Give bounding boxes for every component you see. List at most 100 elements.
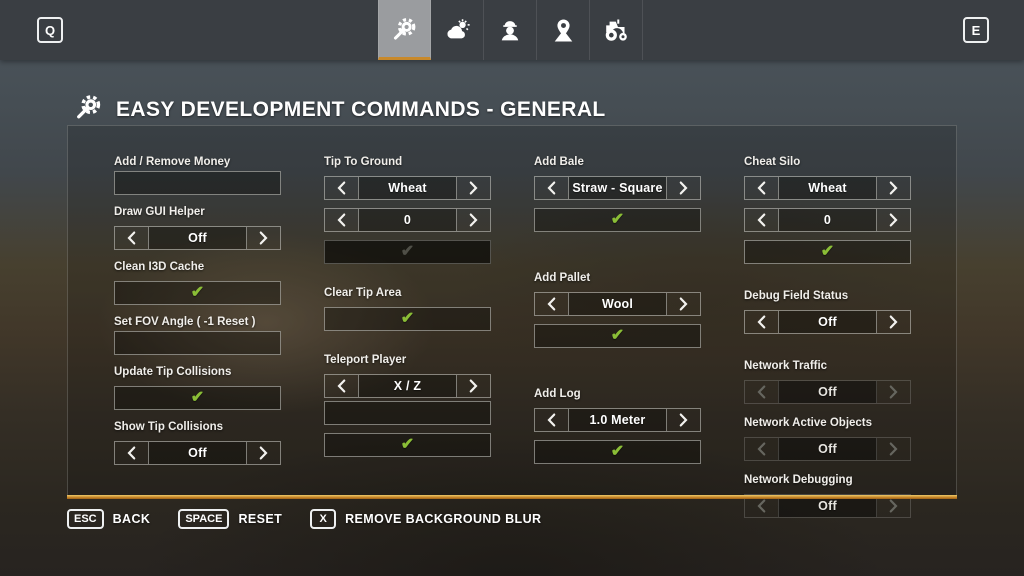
- chevron-left-icon[interactable]: [325, 177, 358, 199]
- checkmark-icon: ✔: [400, 310, 415, 327]
- tab-vehicles[interactable]: [590, 0, 643, 60]
- chevron-right-icon[interactable]: [247, 442, 280, 464]
- chevron-right-icon[interactable]: [877, 177, 910, 199]
- setting-label: Add Log: [534, 388, 581, 400]
- chevron-right-icon[interactable]: [457, 209, 490, 231]
- setting-label: Update Tip Collisions: [114, 366, 232, 378]
- confirm-button[interactable]: ✔: [744, 240, 911, 264]
- hint-back[interactable]: ESC BACK: [67, 509, 150, 529]
- weather-icon: [444, 17, 471, 44]
- chevron-left-icon[interactable]: [535, 293, 568, 315]
- value-selector: 0: [744, 208, 911, 232]
- hint-remove-background-blur[interactable]: X REMOVE BACKGROUND BLUR: [310, 509, 541, 529]
- selected-value: Off: [148, 227, 247, 249]
- gear-wrench-icon: [392, 16, 418, 42]
- chevron-left-icon[interactable]: [115, 442, 148, 464]
- chevron-right-icon[interactable]: [667, 293, 700, 315]
- chevron-left-icon: [745, 438, 778, 460]
- setting-group: Network Debugging Off: [744, 474, 911, 518]
- tab-general[interactable]: [378, 0, 431, 60]
- setting-label: Network Traffic: [744, 360, 828, 372]
- selected-value: Straw - Square: [568, 177, 667, 199]
- setting-group: Debug Field Status Off: [744, 290, 911, 334]
- chevron-left-icon: [745, 381, 778, 403]
- setting-label: Tip To Ground: [324, 156, 403, 168]
- confirm-button[interactable]: ✔: [324, 307, 491, 331]
- setting-group: Network Active Objects Off: [744, 417, 911, 461]
- confirm-button[interactable]: ✔: [324, 433, 491, 457]
- setting-group: Tip To Ground Wheat 0 ✔: [324, 156, 491, 264]
- checkmark-icon: ✔: [820, 243, 835, 260]
- chevron-left-icon[interactable]: [745, 311, 778, 333]
- tab-player[interactable]: [484, 0, 537, 60]
- setting-label: Add Pallet: [534, 272, 591, 284]
- selected-value: Off: [778, 438, 877, 460]
- selected-value: 0: [778, 209, 877, 231]
- confirm-button[interactable]: ✔: [114, 281, 281, 305]
- setting-group: Set FOV Angle ( -1 Reset ): [114, 316, 281, 355]
- checkmark-icon: ✔: [610, 327, 625, 344]
- value-selector: Off: [114, 226, 281, 250]
- chevron-right-icon[interactable]: [877, 311, 910, 333]
- page-header: EASY DEVELOPMENT COMMANDS - GENERAL: [75, 93, 606, 126]
- selected-value: Wheat: [358, 177, 457, 199]
- selected-value: Off: [778, 381, 877, 403]
- chevron-right-icon[interactable]: [457, 177, 490, 199]
- chevron-left-icon[interactable]: [535, 409, 568, 431]
- chevron-left-icon: [745, 495, 778, 517]
- tab-weather[interactable]: [431, 0, 484, 60]
- setting-group: Draw GUI Helper Off: [114, 206, 281, 250]
- settings-column: Cheat Silo Wheat 0 ✔ Debug Field Status Off Ne…: [744, 156, 911, 531]
- setting-label: Show Tip Collisions: [114, 421, 224, 433]
- chevron-left-icon[interactable]: [115, 227, 148, 249]
- confirm-button[interactable]: ✔: [534, 440, 701, 464]
- top-bar: Q E: [0, 0, 1024, 60]
- checkmark-icon: ✔: [610, 211, 625, 228]
- setting-label: Add / Remove Money: [114, 156, 231, 168]
- setting-label: Network Debugging: [744, 474, 853, 486]
- selected-value: Wheat: [778, 177, 877, 199]
- chevron-right-icon[interactable]: [247, 227, 280, 249]
- value-selector: Wheat: [744, 176, 911, 200]
- value-selector: Wheat: [324, 176, 491, 200]
- tab-bar: [378, 0, 643, 60]
- setting-label: Clear Tip Area: [324, 287, 402, 299]
- chevron-right-icon[interactable]: [457, 375, 490, 397]
- text-input[interactable]: [114, 171, 281, 195]
- hint-label: REMOVE BACKGROUND BLUR: [345, 512, 542, 526]
- value-selector: X / Z: [324, 374, 491, 398]
- value-selector: Off: [114, 441, 281, 465]
- setting-label: Set FOV Angle ( -1 Reset ): [114, 316, 256, 328]
- chevron-right-icon: [877, 438, 910, 460]
- chevron-left-icon[interactable]: [535, 177, 568, 199]
- chevron-left-icon[interactable]: [325, 375, 358, 397]
- chevron-right-icon[interactable]: [667, 409, 700, 431]
- panel-accent-bar: [67, 495, 957, 499]
- selected-value: X / Z: [358, 375, 457, 397]
- hint-reset[interactable]: SPACE RESET: [178, 509, 282, 529]
- chevron-right-icon: [877, 495, 910, 517]
- chevron-left-icon[interactable]: [745, 209, 778, 231]
- setting-group: Show Tip Collisions Off: [114, 421, 281, 465]
- chevron-right-icon[interactable]: [877, 209, 910, 231]
- setting-group: Add Log 1.0 Meter ✔: [534, 388, 701, 464]
- tab-teleport[interactable]: [537, 0, 590, 60]
- checkmark-icon: ✔: [400, 436, 415, 453]
- chevron-right-icon[interactable]: [667, 177, 700, 199]
- confirm-button[interactable]: ✔: [114, 386, 281, 410]
- key-x: X: [310, 509, 337, 529]
- tractor-icon: [602, 16, 630, 44]
- confirm-button[interactable]: ✔: [534, 324, 701, 348]
- setting-group: Network Traffic Off: [744, 360, 911, 404]
- text-input[interactable]: [324, 401, 491, 425]
- footer-key-hints: ESC BACK SPACE RESET X REMOVE BACKGROUND BLUR: [67, 509, 569, 529]
- text-input[interactable]: [114, 331, 281, 355]
- hint-label: BACK: [112, 512, 151, 526]
- gear-wrench-icon: [75, 93, 103, 126]
- setting-label: Network Active Objects: [744, 417, 873, 429]
- chevron-left-icon[interactable]: [325, 209, 358, 231]
- chevron-left-icon[interactable]: [745, 177, 778, 199]
- map-pin-icon: [550, 17, 577, 44]
- value-selector: Off: [744, 310, 911, 334]
- confirm-button[interactable]: ✔: [534, 208, 701, 232]
